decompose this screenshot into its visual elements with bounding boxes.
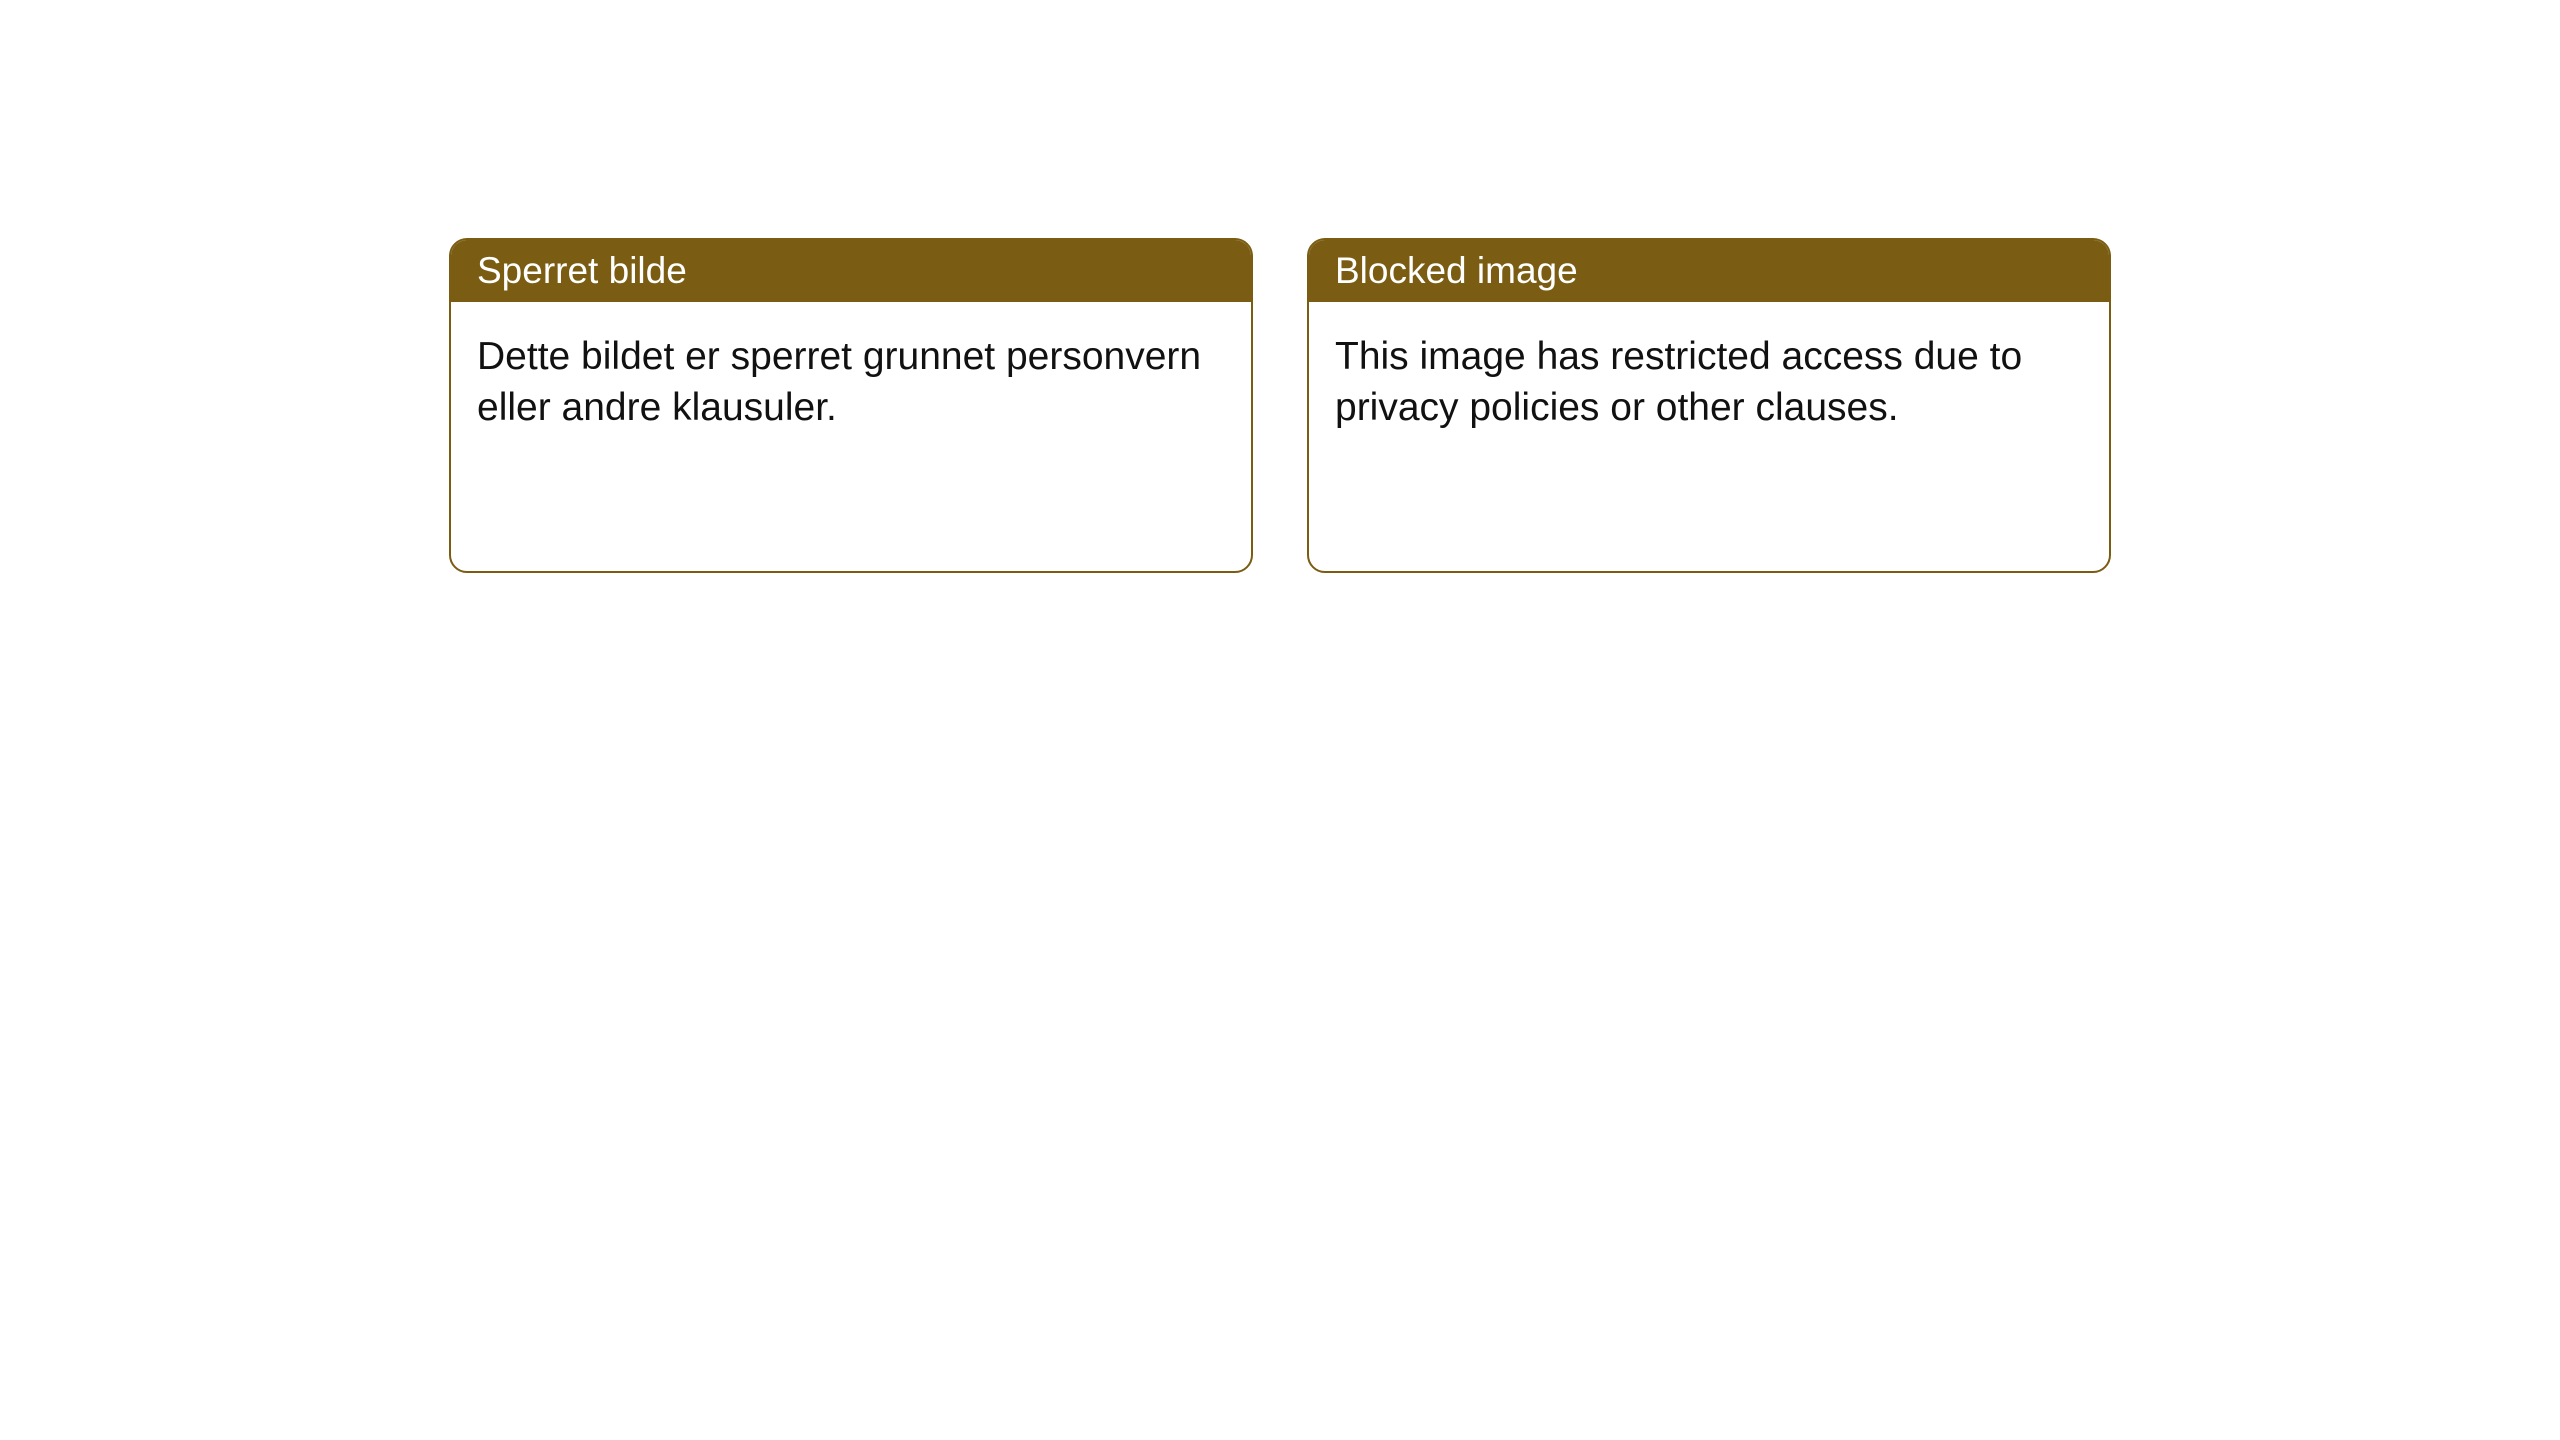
notice-header: Blocked image [1309,240,2109,302]
notice-title: Blocked image [1335,250,1578,291]
notice-body: This image has restricted access due to … [1309,302,2109,463]
notice-title: Sperret bilde [477,250,687,291]
notice-body: Dette bildet er sperret grunnet personve… [451,302,1251,463]
notice-container: Sperret bilde Dette bildet er sperret gr… [0,0,2560,573]
notice-card-english: Blocked image This image has restricted … [1307,238,2111,573]
notice-header: Sperret bilde [451,240,1251,302]
notice-body-text: Dette bildet er sperret grunnet personve… [477,335,1201,429]
notice-card-norwegian: Sperret bilde Dette bildet er sperret gr… [449,238,1253,573]
notice-body-text: This image has restricted access due to … [1335,335,2022,429]
